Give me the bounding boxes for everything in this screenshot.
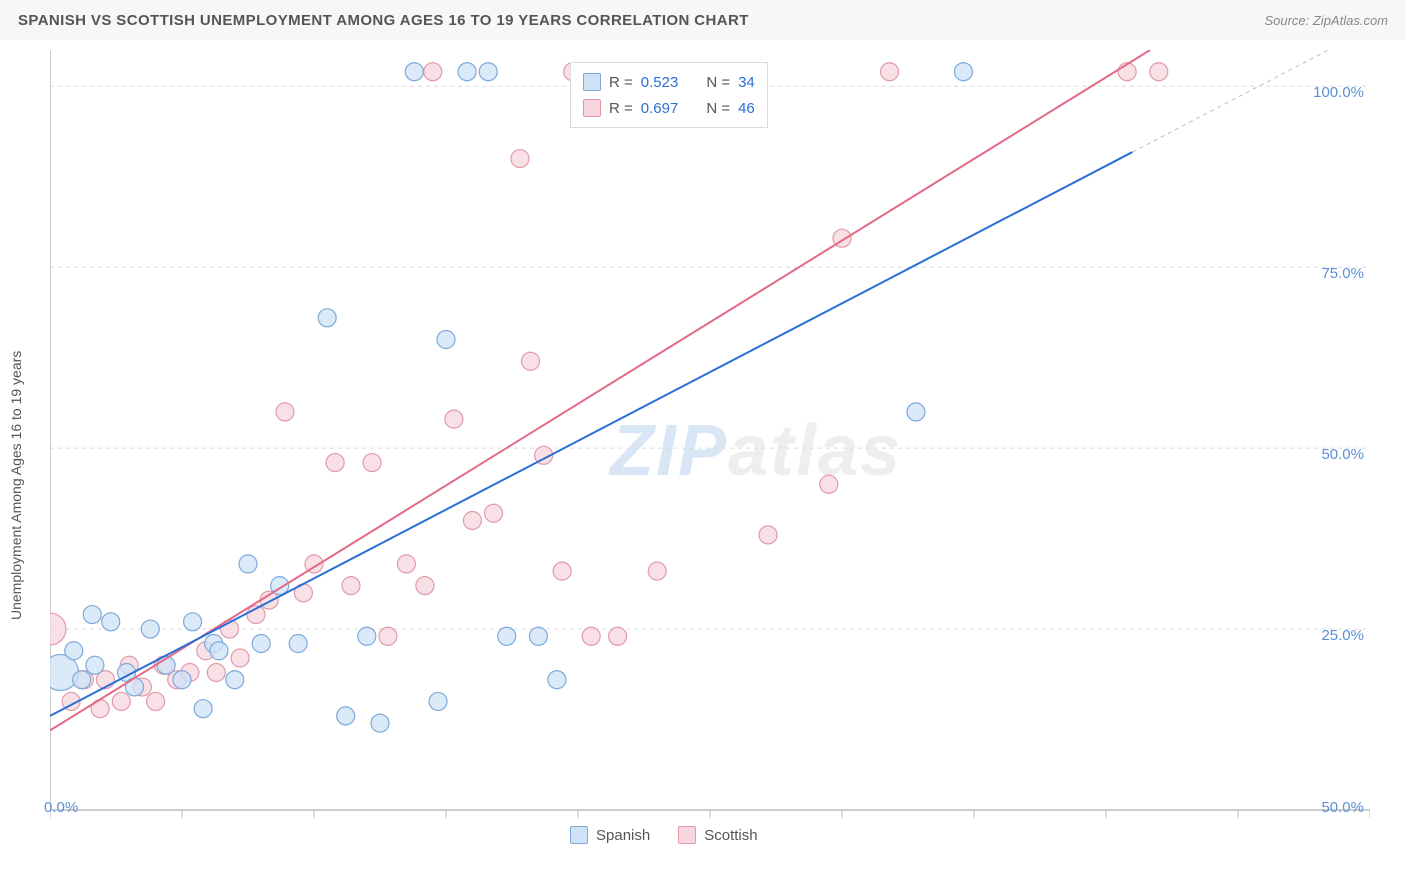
- x-tick-0: 0.0%: [44, 799, 78, 816]
- r-value-spanish: 0.523: [641, 74, 679, 91]
- chart-container: SPANISH VS SCOTTISH UNEMPLOYMENT AMONG A…: [0, 0, 1406, 892]
- series-legend: Spanish Scottish: [570, 826, 758, 844]
- chart-svg: [50, 50, 1370, 850]
- legend-item-spanish: Spanish: [570, 826, 650, 844]
- y-axis-label: Unemployment Among Ages 16 to 19 years: [8, 351, 24, 620]
- y-tick-25: 25.0%: [1321, 627, 1364, 644]
- legend-swatch-spanish-bottom: [570, 826, 588, 844]
- correlation-legend: R = 0.523 N = 34 R = 0.697 N = 46: [570, 62, 768, 128]
- legend-swatch-scottish: [583, 99, 601, 117]
- plot-area: ZIPatlas R = 0.523 N = 34 R = 0.697 N = …: [50, 50, 1370, 810]
- source-attribution: Source: ZipAtlas.com: [1264, 13, 1388, 28]
- legend-row-spanish: R = 0.523 N = 34: [583, 69, 755, 95]
- legend-item-scottish: Scottish: [678, 826, 757, 844]
- legend-label-spanish: Spanish: [596, 827, 650, 844]
- n-value-spanish: 34: [738, 74, 755, 91]
- n-value-scottish: 46: [738, 100, 755, 117]
- x-tick-50: 50.0%: [1321, 799, 1364, 816]
- r-prefix: R =: [609, 100, 633, 117]
- title-bar: SPANISH VS SCOTTISH UNEMPLOYMENT AMONG A…: [0, 0, 1406, 40]
- r-prefix: R =: [609, 74, 633, 91]
- y-tick-50: 50.0%: [1321, 446, 1364, 463]
- n-prefix: N =: [706, 74, 730, 91]
- y-tick-100: 100.0%: [1313, 84, 1364, 101]
- r-value-scottish: 0.697: [641, 100, 679, 117]
- chart-title: SPANISH VS SCOTTISH UNEMPLOYMENT AMONG A…: [18, 12, 749, 29]
- legend-row-scottish: R = 0.697 N = 46: [583, 95, 755, 121]
- n-prefix: N =: [706, 100, 730, 117]
- legend-label-scottish: Scottish: [704, 827, 757, 844]
- legend-swatch-scottish-bottom: [678, 826, 696, 844]
- legend-swatch-spanish: [583, 73, 601, 91]
- y-tick-75: 75.0%: [1321, 265, 1364, 282]
